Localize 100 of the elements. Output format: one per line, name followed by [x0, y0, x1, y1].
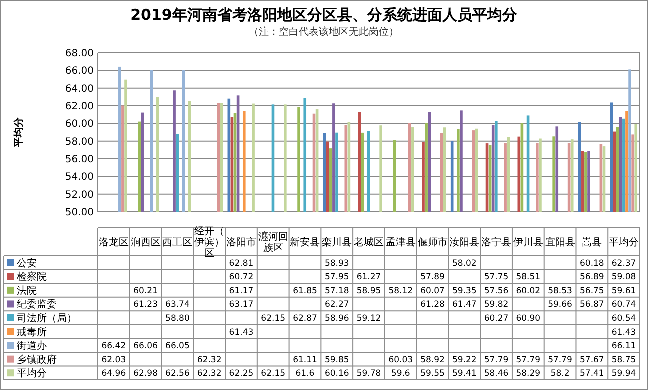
legend-label: 检察院 — [17, 271, 47, 284]
data-label: 59.12 — [356, 314, 382, 324]
x-tick-label: 涧西区 — [130, 236, 161, 248]
data-label: 60.27 — [484, 314, 509, 324]
x-tick-label: 经开（伊滨）区 — [194, 226, 225, 260]
data-label: 60.16 — [324, 369, 350, 380]
x-tick-label: 西工区 — [162, 238, 193, 248]
data-label: 59.6 — [391, 369, 410, 380]
data-label: 61.11 — [293, 355, 318, 366]
data-label: 57.67 — [580, 355, 604, 366]
data-label: 60.02 — [516, 286, 541, 296]
x-tick-label: 偃师市 — [418, 236, 448, 248]
legend-label: 法院 — [17, 284, 37, 297]
y-tick-label: 60.00 — [65, 119, 94, 130]
x-tick-label: 洛阳市 — [226, 236, 256, 248]
x-tick-label: 汝阳县 — [450, 236, 480, 248]
data-label: 63.17 — [229, 300, 254, 310]
data-label: 59.94 — [612, 369, 636, 380]
data-label: 60.74 — [612, 300, 636, 310]
data-label: 59.55 — [420, 369, 445, 380]
y-axis-title: 平均分 — [13, 116, 25, 148]
data-label: 57.89 — [420, 272, 445, 283]
data-label: 58.93 — [324, 258, 350, 269]
data-label: 58.51 — [516, 272, 541, 283]
y-tick-label: 62.00 — [65, 102, 94, 112]
data-label: 61.47 — [452, 300, 477, 310]
x-tick-label: 洛龙区 — [98, 236, 129, 248]
data-label: 66.05 — [166, 342, 190, 352]
data-label: 62.56 — [166, 369, 190, 380]
data-label: 62.37 — [612, 258, 636, 269]
legend-label: 司法所（局） — [17, 312, 77, 324]
data-label: 59.35 — [452, 286, 477, 296]
y-tick-label: 54.00 — [65, 172, 94, 184]
data-label: 59.08 — [612, 272, 636, 283]
legend-label: 乡镇政府 — [17, 354, 57, 366]
data-label: 58.2 — [550, 369, 570, 380]
data-label: 61.28 — [420, 300, 445, 310]
data-label: 58.02 — [452, 258, 477, 269]
data-label: 57.95 — [324, 272, 350, 283]
data-label: 61.6 — [296, 369, 315, 380]
x-tick-label: 嵩县 — [582, 236, 602, 248]
x-tick-label: 瀍河回族区 — [258, 231, 288, 254]
data-label: 61.43 — [229, 328, 254, 338]
data-label: 58.95 — [356, 286, 382, 296]
data-label: 58.12 — [388, 286, 414, 296]
x-tick-label: 老城区 — [354, 236, 384, 248]
legend-label: 公安 — [17, 257, 37, 270]
data-label: 60.72 — [229, 272, 254, 283]
data-label: 60.54 — [612, 314, 636, 324]
x-tick-label: 栾川县 — [322, 236, 352, 248]
data-label: 61.27 — [356, 272, 382, 283]
data-label: 66.11 — [612, 342, 636, 352]
data-label: 62.32 — [197, 355, 222, 366]
data-label: 59.41 — [452, 369, 477, 380]
data-label: 63.74 — [166, 300, 190, 310]
data-label: 58.80 — [166, 314, 190, 324]
legend-label: 街道办 — [17, 340, 47, 352]
data-label: 58.75 — [612, 355, 636, 366]
y-tick-label: 68.00 — [65, 48, 94, 60]
data-label: 60.03 — [388, 355, 414, 366]
subtitle: （注：空白代表该地区无此岗位） — [249, 27, 399, 38]
y-tick-label: 64.00 — [65, 84, 94, 95]
data-label: 57.79 — [516, 355, 541, 366]
legend-label: 平均分 — [17, 368, 47, 380]
data-label: 59.85 — [324, 355, 350, 366]
data-label: 56.89 — [580, 272, 604, 283]
data-label: 61.23 — [134, 300, 158, 310]
data-label: 62.87 — [293, 314, 318, 324]
data-label: 66.06 — [134, 342, 158, 352]
y-tick-label: 58.00 — [65, 136, 94, 148]
data-label: 62.25 — [229, 369, 254, 380]
data-label: 60.18 — [580, 258, 604, 269]
data-label: 57.56 — [484, 286, 509, 296]
data-label: 60.21 — [134, 286, 158, 296]
y-tick-label: 56.00 — [65, 154, 94, 166]
data-label: 57.79 — [548, 355, 572, 366]
data-label: 61.17 — [229, 286, 254, 296]
data-label: 62.15 — [261, 314, 286, 324]
data-label: 57.18 — [324, 286, 350, 296]
x-tick-label: 孟津县 — [386, 236, 416, 248]
data-label: 57.41 — [580, 369, 604, 380]
data-label: 61.43 — [612, 328, 636, 338]
x-tick-label: 平均分 — [609, 236, 640, 248]
data-label: 62.32 — [197, 369, 222, 380]
data-label: 62.81 — [229, 258, 254, 269]
data-label: 56.75 — [580, 286, 604, 296]
data-label: 59.82 — [484, 300, 509, 310]
data-label: 57.75 — [484, 272, 509, 283]
data-label: 59.61 — [612, 286, 636, 296]
y-tick-label: 52.00 — [65, 190, 94, 201]
data-label: 59.22 — [452, 355, 477, 366]
data-label: 59.66 — [548, 300, 572, 310]
data-label: 62.15 — [261, 369, 286, 380]
data-label: 58.96 — [324, 314, 350, 324]
data-label: 60.90 — [516, 314, 541, 324]
data-label: 58.29 — [516, 369, 541, 380]
data-label: 62.03 — [102, 355, 126, 366]
legend-label: 戒毒所 — [17, 326, 47, 338]
data-label: 58.46 — [484, 369, 509, 380]
data-label: 60.07 — [420, 286, 445, 296]
